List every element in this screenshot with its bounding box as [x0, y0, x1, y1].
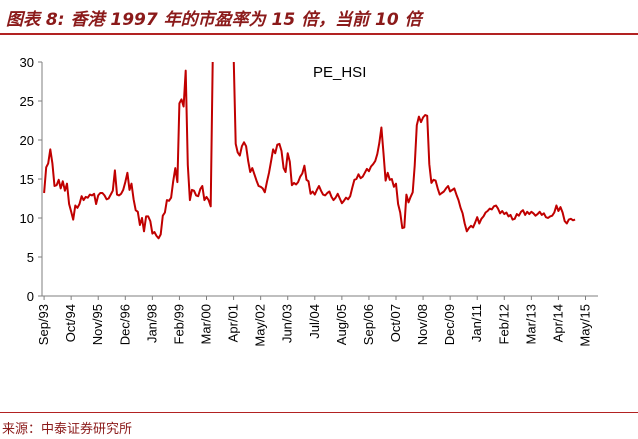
x-tick-label: May/02 — [253, 304, 268, 347]
source-note: 来源：中泰证券研究所 — [2, 422, 133, 437]
x-tick-label: Aug/05 — [334, 304, 349, 345]
series-line-pe-hsi — [43, 62, 576, 240]
x-tick-label: Nov/95 — [90, 304, 105, 345]
x-tick-label: Oct/94 — [63, 304, 78, 342]
x-tick-label: Oct/07 — [388, 304, 403, 342]
y-axis: 0 5 10 15 20 25 30 — [20, 55, 43, 304]
x-tick-label: Mar/00 — [199, 304, 214, 344]
y-tick-label: 20 — [20, 133, 34, 148]
x-tick-label: Jul/04 — [307, 304, 322, 339]
x-tick-label: Dec/96 — [117, 304, 132, 345]
x-tick-label: Dec/09 — [442, 304, 457, 345]
x-tick-label: Jan/11 — [469, 304, 484, 342]
x-axis: Sep/93 Oct/94 Nov/95 Dec/96 Jan/98 Feb/99 Mar/… — [36, 295, 598, 347]
x-tick-label: Sep/93 — [36, 304, 51, 345]
legend-label: PE_HSI — [313, 64, 366, 81]
x-tick-label: Feb/99 — [171, 304, 186, 344]
x-tick-label: Apr/01 — [226, 304, 241, 342]
x-tick-label: Mar/13 — [523, 304, 538, 344]
y-tick-label: 30 — [20, 55, 34, 70]
y-tick-label: 5 — [27, 250, 34, 265]
x-tick-label: Apr/14 — [550, 304, 565, 342]
y-tick-label: 10 — [20, 211, 34, 226]
y-tick-label: 0 — [27, 289, 34, 304]
x-tick-label: May/15 — [578, 304, 593, 347]
source-rule — [0, 412, 638, 413]
figure-title: 图表 8: 香港 1997 年的市盈率为 15 倍，当前 10 倍 — [6, 10, 422, 30]
y-tick-label: 25 — [20, 94, 34, 109]
x-tick-label: Jun/03 — [280, 304, 295, 343]
plot-area — [43, 62, 576, 240]
x-tick-label: Feb/12 — [496, 304, 511, 344]
y-tick-label: 15 — [20, 172, 34, 187]
x-tick-label: Jan/98 — [144, 304, 159, 343]
title-rule — [0, 33, 638, 35]
x-tick-label: Nov/08 — [415, 304, 430, 345]
pe-hsi-line-chart: 0 5 10 15 20 25 30 Sep/93 Oct/94 Nov/95 Dec/96 Jan… — [20, 55, 598, 347]
x-tick-label: Sep/06 — [361, 304, 376, 345]
